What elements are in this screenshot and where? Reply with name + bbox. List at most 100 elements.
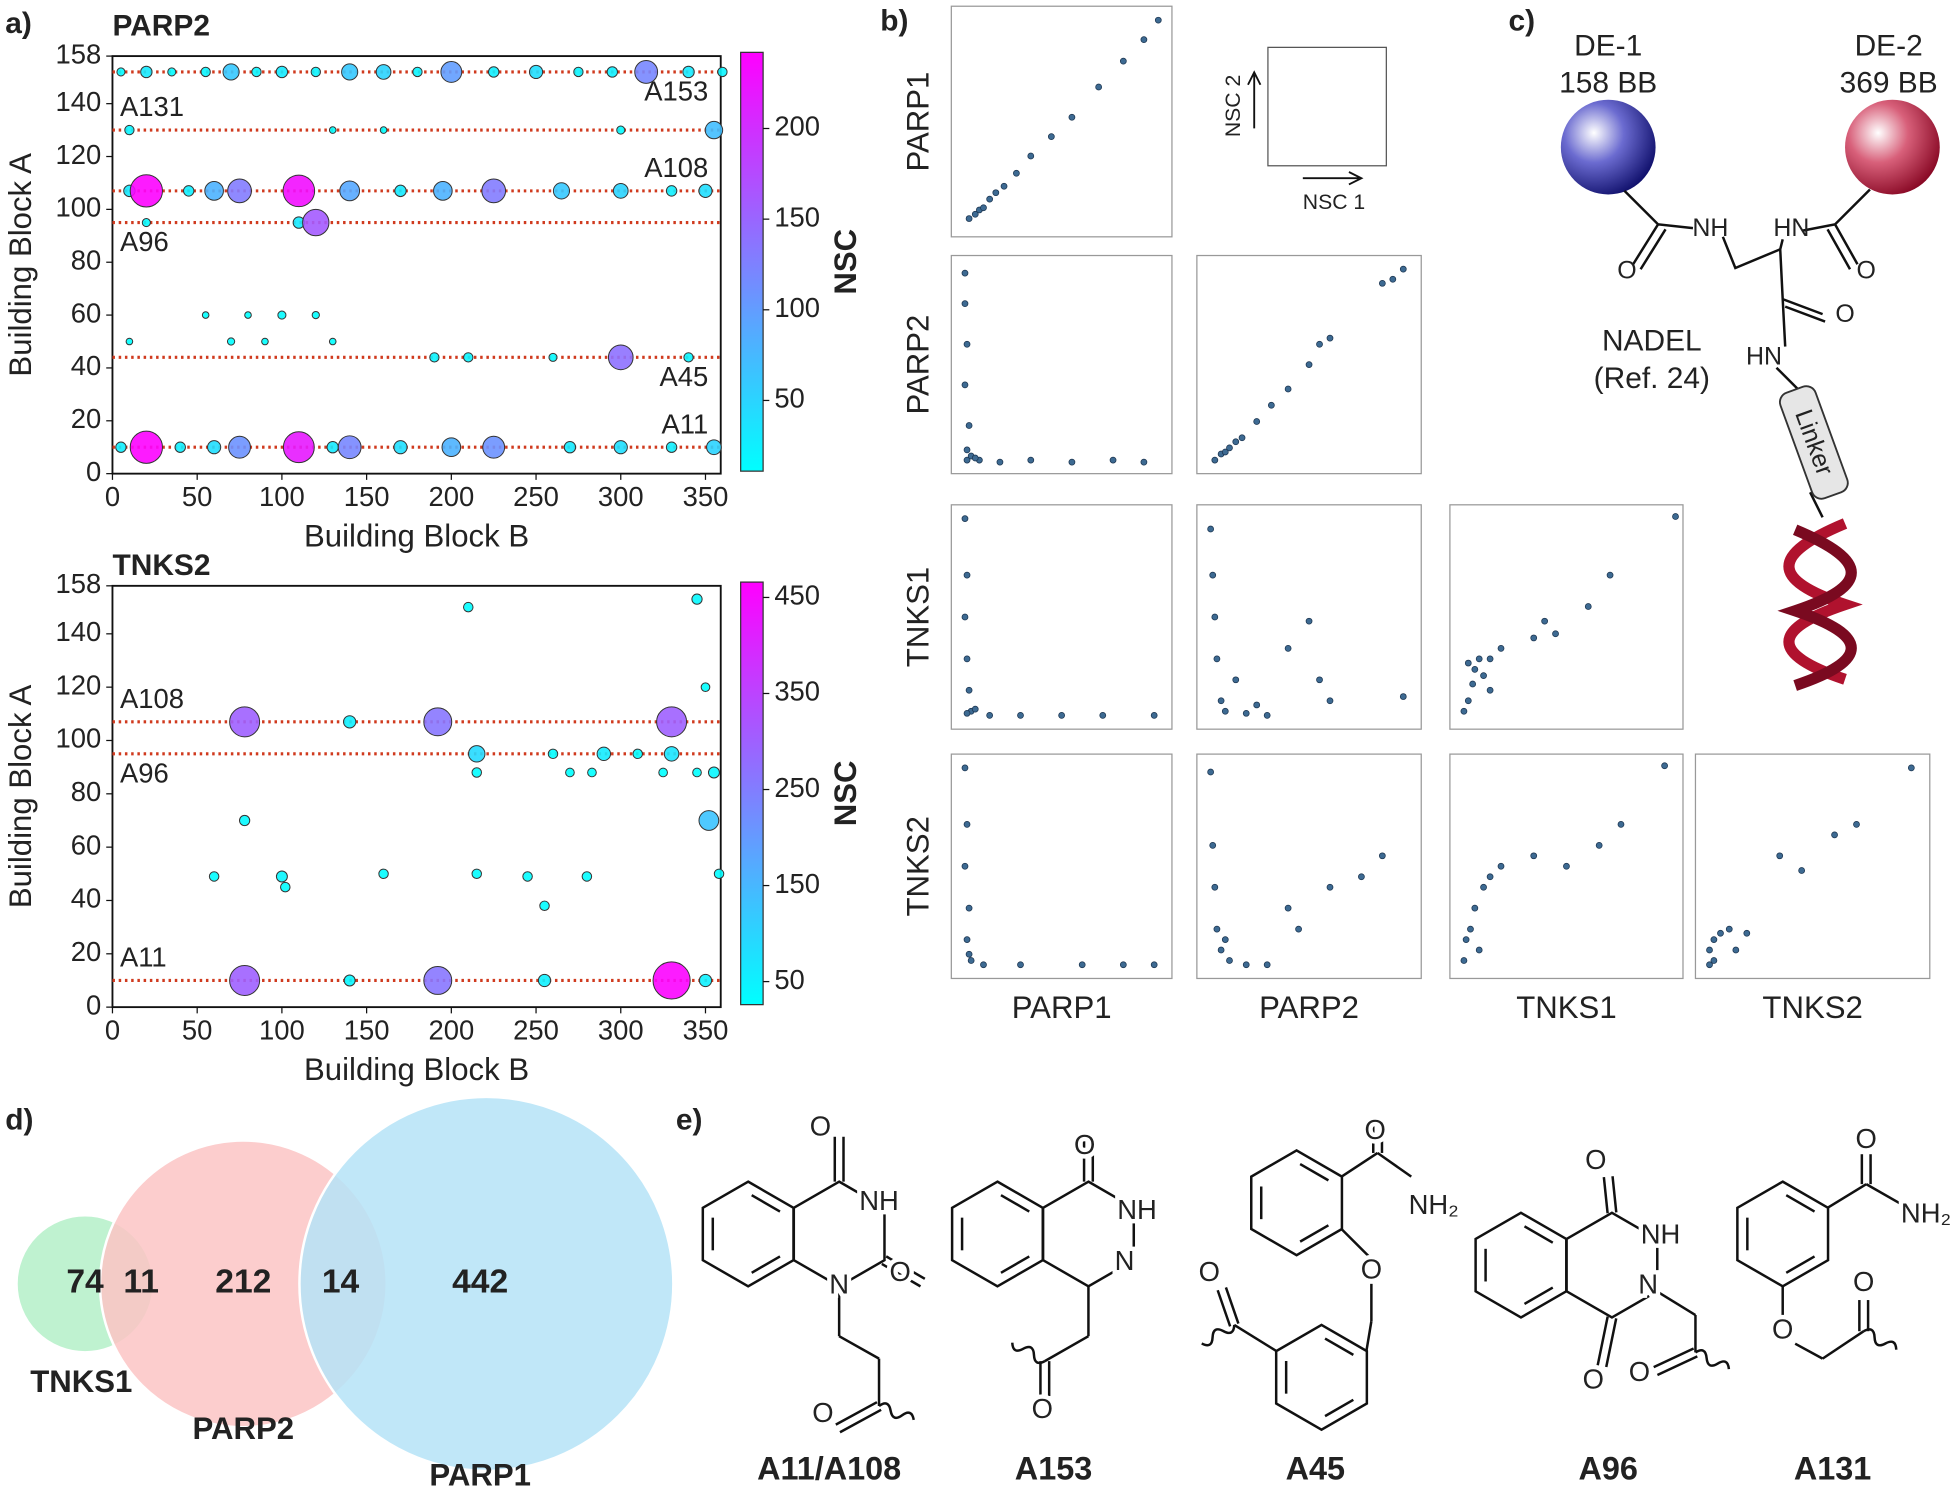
matrix-point [1267,401,1275,409]
bond [1821,1330,1865,1360]
attachment [1201,1324,1236,1347]
matrix-point [1584,603,1592,610]
bond [1656,1290,1697,1317]
bond [1785,1255,1816,1274]
legend-arrow [1247,70,1262,129]
ring [950,1180,1045,1288]
matrix-point [1798,867,1806,874]
bond [1826,1183,1867,1209]
linker: Linker [1778,385,1849,500]
matrix-point [1732,946,1740,954]
matrix-point [1140,36,1148,43]
ring [701,1180,795,1288]
bubble [563,441,577,454]
matrix-point [996,458,1004,466]
atom: O [1074,1129,1095,1160]
structures: O NH O N O O NH N O O NH₂ O O O NH N O O… [701,1106,1955,1486]
matrix-point [1027,152,1035,160]
legend-y-label: NSC 2 [1222,75,1245,137]
matrix-point [1464,659,1472,667]
atom: O [1585,1144,1606,1175]
x-tick-label: 150 [344,1014,390,1045]
y-axis-label: Building Block A [3,685,38,909]
legend-box [1267,46,1387,167]
bond [835,1401,878,1426]
bubble [548,352,558,362]
matrix-point [992,189,1000,197]
matrix-point [980,204,987,212]
matrix-point [963,936,971,943]
atom: O [1364,1114,1385,1145]
bubble [607,344,634,371]
matrix-point [1000,182,1008,190]
bubble [698,810,720,831]
atom: O [1772,1313,1793,1344]
bubble [692,767,702,778]
bubble [429,352,440,363]
y-tick-label: 140 [56,86,102,117]
row-label: PARP1 [900,72,935,172]
bond [1785,1194,1816,1213]
bond [1216,1289,1232,1327]
bonds [1623,188,1871,518]
bubble [656,706,688,738]
bubble [282,174,316,208]
column-label: PARP2 [1259,990,1359,1025]
bubble [698,973,713,988]
colorbar-tick-label: 150 [774,868,820,899]
matrix-point [1460,707,1468,715]
bubble [339,180,361,202]
venn-count: 14 [322,1264,360,1301]
label: DE-1 [1574,29,1642,62]
bubble [652,961,691,1000]
matrix-point [1743,929,1751,937]
bubble [174,441,186,453]
atom: O [1629,1356,1650,1387]
bond [1365,1321,1373,1352]
matrix-point [986,712,994,719]
label: DE-2 [1855,29,1923,62]
bond [1653,1347,1695,1369]
atom: N [1115,1245,1135,1276]
matrix-point [1213,655,1221,663]
column-label: PARP1 [1012,990,1112,1025]
y-tick-label: 60 [71,297,101,328]
matrix-point [963,709,971,717]
matrix-point [1305,617,1313,625]
matrix-point [965,422,973,429]
bond [1340,1151,1379,1178]
bubble [528,64,544,80]
matrix-point [1154,16,1162,24]
matrix-point [1119,57,1127,65]
matrix-point [1486,686,1494,694]
matrix-point [1099,712,1107,719]
matrix-point [1242,961,1250,969]
atom: NH₂ [1901,1198,1951,1229]
bubble [665,441,678,453]
bubble [129,174,163,208]
label: NADEL [1602,325,1702,358]
bubble [229,964,261,996]
y-tick-label: 0 [86,456,101,487]
matrix-point [1221,936,1229,943]
matrix-cell [950,5,1173,238]
matrix-point [1119,961,1127,969]
bubble [522,871,533,882]
matrix-point [1211,456,1219,464]
chart-title: TNKS2 [112,549,210,582]
bubble [261,337,269,346]
colorbar-tick-label: 350 [774,676,820,707]
matrix-point [1253,701,1261,709]
matrix-point [1013,169,1020,177]
bond [1611,1176,1618,1213]
x-axis-label: Building Block B [304,1052,529,1087]
bubble [698,183,713,198]
atom: HN [1746,342,1782,370]
matrix-point [1242,709,1250,717]
bubble [412,66,423,78]
atom: O [1856,1123,1877,1154]
bonds [701,1119,1902,1434]
bubble [167,67,177,77]
matrix-point [1497,645,1505,652]
matrix-point [1606,571,1614,579]
